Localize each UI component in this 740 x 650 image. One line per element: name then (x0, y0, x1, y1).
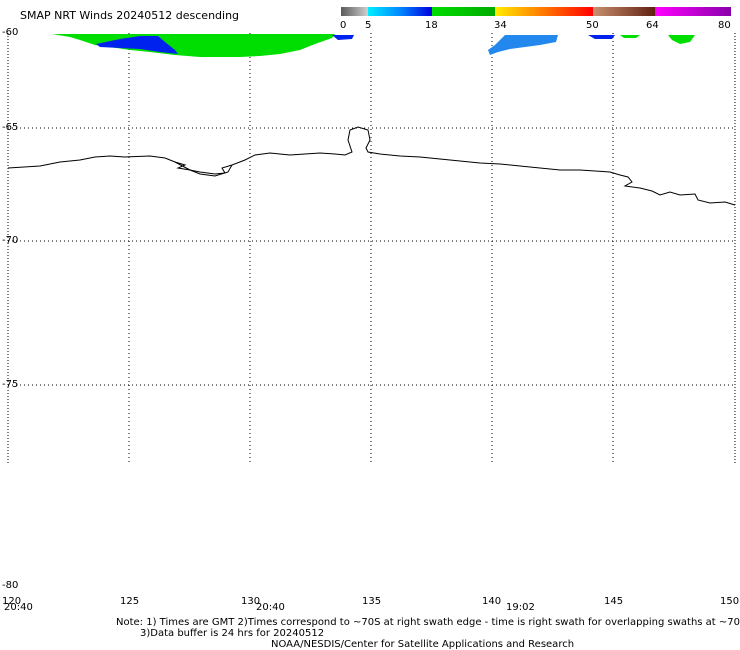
lon-label-130: 130 (241, 596, 261, 607)
swath-green-left (52, 34, 335, 57)
lat-label-70: -70 (2, 235, 19, 246)
colorbar-label-34: 34 (494, 20, 507, 31)
swath-green-right (620, 35, 640, 38)
graticule (8, 33, 735, 463)
colorbar (341, 7, 731, 16)
wind-swaths (52, 34, 695, 57)
time-label-3: 19:02 (506, 602, 535, 613)
swath-blue-left (96, 36, 178, 54)
time-label-1: 20:40 (4, 602, 33, 613)
lat-label-65: -65 (2, 122, 19, 133)
colorbar-band-64-80 (655, 7, 731, 16)
lat-label-60: -60 (2, 27, 19, 38)
note-line-1: Note: 1) Times are GMT 2)Times correspon… (116, 617, 740, 628)
lat-label-75: -75 (2, 379, 19, 390)
colorbar-band-5-18 (368, 7, 432, 16)
note-line-3: NOAA/NESDIS/Center for Satellite Applica… (271, 639, 575, 650)
note-line-2: 3)Data buffer is 24 hrs for 20240512 (140, 628, 325, 639)
colorbar-band-50-64 (593, 7, 655, 16)
lon-label-120: 120 (2, 596, 22, 607)
colorbar-label-0: 0 (340, 20, 347, 31)
swath-blue-small (332, 35, 354, 40)
colorbar-band-18-34 (432, 7, 495, 16)
colorbar-label-5: 5 (365, 20, 372, 31)
lon-label-135: 135 (362, 596, 382, 607)
lon-label-145: 145 (604, 596, 624, 607)
lon-label-125: 125 (120, 596, 140, 607)
time-label-2: 20:40 (256, 602, 285, 613)
coastline-inlet (174, 161, 233, 177)
swath-blue-right (588, 35, 615, 39)
colorbar-band-0-5 (341, 7, 368, 16)
lat-label-80: -80 (2, 580, 19, 591)
lon-label-140: 140 (482, 596, 502, 607)
swath-lightblue-right (488, 35, 558, 55)
colorbar-band-34-50 (495, 7, 593, 16)
colorbar-label-80: 80 (718, 20, 731, 31)
colorbar-label-18: 18 (425, 20, 438, 31)
colorbar-label-50: 50 (586, 20, 599, 31)
lon-label-150: 150 (720, 596, 740, 607)
map-title: SMAP NRT Winds 20240512 descending (20, 9, 240, 22)
colorbar-label-64: 64 (646, 20, 659, 31)
coastline (7, 126, 736, 206)
swath-green-right2 (668, 35, 695, 44)
